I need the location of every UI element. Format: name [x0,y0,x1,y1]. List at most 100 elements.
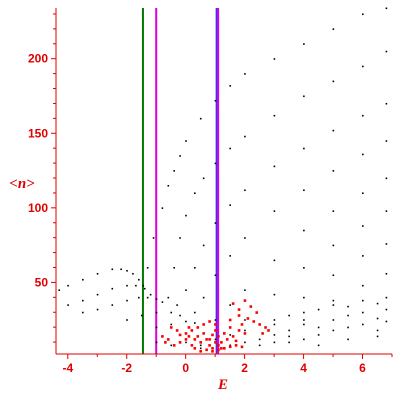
data-point [111,304,114,306]
data-point [96,308,99,311]
data-point [229,255,231,257]
data-point [376,317,379,320]
data-point [172,344,176,347]
data-point [228,326,232,329]
data-point [231,302,235,305]
data-point [179,314,181,317]
data-point [194,322,196,324]
data-point [347,338,349,341]
data-point [126,299,128,302]
data-point [142,284,145,287]
data-point [196,326,200,329]
data-point [362,192,364,195]
data-point [217,344,220,347]
data-point [385,7,388,10]
x-tick-label: -2 [121,361,132,375]
data-point [244,237,246,239]
data-point [138,278,140,281]
data-point [111,268,114,271]
data-point [178,341,182,344]
data-point [303,267,305,269]
data-point [146,296,149,299]
data-point [240,323,244,326]
data-point [362,65,364,68]
data-point [273,323,276,326]
data-point [234,339,238,343]
y-axis-label: <n> [9,176,35,192]
data-point [234,344,238,347]
y-tick-label: 50 [35,275,49,289]
data-point [332,329,335,332]
data-point [332,304,335,306]
data-point [223,332,226,335]
data-point [185,289,187,291]
data-point [303,43,305,45]
data-point [303,323,305,326]
data-point [176,304,178,306]
data-point [194,311,196,314]
data-point [385,50,388,53]
data-point [229,85,231,87]
data-point [199,341,203,344]
data-point [173,267,175,269]
data-point [211,347,214,350]
data-point [179,155,181,157]
data-point [214,329,217,332]
data-point [332,129,335,132]
data-point [82,278,84,281]
data-point [376,335,379,338]
data-point [258,323,261,326]
data-point [385,210,388,212]
data-point [332,28,335,30]
data-point [243,299,247,302]
data-point [202,323,205,326]
data-point [214,99,217,102]
data-point [237,329,241,332]
data-point [303,296,305,299]
data-point [362,13,364,16]
data-point [205,338,208,341]
data-point [347,305,349,308]
data-point [255,311,259,314]
data-point [220,347,223,350]
data-point [214,323,217,326]
data-point [385,308,388,311]
data-point [199,347,202,350]
data-point [190,344,194,347]
data-point [385,296,388,299]
data-point [376,329,379,332]
data-point [376,302,379,305]
data-point [96,293,99,296]
data-point [138,296,140,299]
data-point [214,274,217,277]
data-point [273,165,276,168]
data-point [161,301,164,303]
data-point [244,73,246,75]
data-point [58,289,61,291]
data-point [317,308,320,311]
data-point [217,335,220,338]
data-point [273,341,276,344]
data-point [111,287,114,290]
data-point [170,323,173,326]
data-point [193,338,197,341]
data-point [164,341,167,344]
data-point [288,335,290,338]
data-point [362,284,364,287]
y-tick-label: 100 [28,201,48,215]
data-point [132,272,134,275]
data-point [385,243,388,245]
data-point [229,147,231,150]
data-point [332,274,335,277]
data-point [229,304,231,306]
data-point [199,350,203,353]
data-point [217,348,220,352]
data-point [332,170,335,172]
data-point [385,102,388,105]
data-point [288,329,290,332]
data-point [214,319,217,321]
data-point [362,255,364,257]
data-point [229,334,231,336]
data-point [211,350,214,353]
